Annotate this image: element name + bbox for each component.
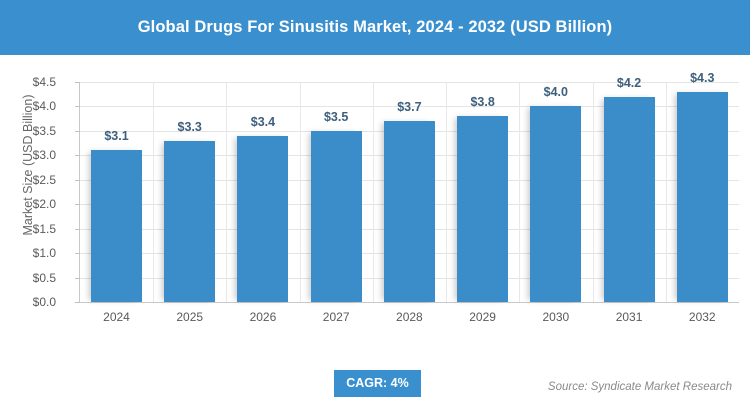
y-tick-label: $3.5 (32, 123, 56, 138)
bar-group: $3.1 2024 (80, 82, 153, 324)
y-tick-label: $3.0 (32, 148, 56, 163)
y-tick-label: $0.5 (32, 270, 56, 285)
bar-value-label: $3.4 (250, 114, 276, 129)
y-tick-mark (75, 253, 80, 255)
x-gridline (373, 82, 374, 302)
x-tick-label: 2028 (396, 310, 423, 324)
x-gridline (300, 82, 301, 302)
x-tick-label: 2026 (249, 310, 277, 324)
x-tick-label: 2024 (103, 310, 130, 324)
x-gridline (226, 82, 227, 302)
bar[interactable] (237, 135, 289, 302)
bar-value-label: $4.3 (690, 70, 715, 85)
bar-value-label: $4.2 (616, 75, 642, 90)
y-tick-label: $1.0 (32, 246, 56, 261)
x-tick-label: 2027 (322, 310, 350, 324)
bar[interactable] (676, 91, 728, 302)
y-tick-mark (75, 277, 80, 279)
bar-value-label: $3.3 (177, 119, 202, 134)
y-gridline (80, 82, 739, 83)
x-tick-label: 2032 (688, 310, 716, 324)
bar-group: $3.5 2027 (300, 82, 373, 324)
y-tick-label: $2.5 (32, 172, 56, 187)
y-tick-mark (75, 179, 80, 181)
cagr-badge: CAGR: 4% (334, 370, 421, 397)
bar-group: $4.2 2031 (593, 76, 666, 324)
x-gridline (593, 82, 594, 302)
bar-group: $3.4 2026 (226, 82, 299, 324)
y-tick-mark (75, 155, 80, 157)
x-tick-label: 2029 (469, 310, 496, 324)
x-tick-label: 2025 (176, 310, 204, 324)
y-tick-mark (75, 106, 80, 108)
plot-area: $0.0 $0.5 $1.0 $1.5 $2.0 $2.5 $3.0 $3.5 $4.0 $4.5… (33, 71, 739, 324)
source-label: Source: Syndicate Market Research (547, 381, 732, 393)
bar-group: $3.8 2029 (446, 82, 519, 324)
x-gridline (666, 82, 667, 302)
bar-value-label: $3.5 (323, 109, 349, 124)
plot-wrapper: Market Size (USD Billion) $0.0 $0.5 $1.0 $1… (0, 55, 750, 417)
bar-group: $4.3 2032 (666, 71, 739, 324)
y-tick-mark (75, 228, 80, 230)
y-tick-mark (75, 82, 80, 83)
y-tick-label: $4.5 (32, 75, 56, 89)
x-gridline (153, 82, 154, 302)
bar[interactable] (164, 140, 216, 302)
bar-value-label: $3.7 (397, 100, 422, 115)
bar-group: $3.7 2028 (373, 82, 446, 324)
bar[interactable] (383, 121, 435, 302)
y-tick-mark (75, 204, 80, 206)
bar[interactable] (310, 130, 362, 302)
bar[interactable] (457, 116, 509, 302)
bar-value-label: $3.8 (470, 95, 495, 110)
y-tick-label: $0.0 (32, 295, 56, 309)
y-gridline (80, 302, 739, 303)
y-gridline (80, 106, 739, 108)
y-tick-mark (75, 130, 80, 132)
bar[interactable] (91, 150, 142, 302)
bar-value-label: $4.0 (543, 85, 568, 100)
bar-value-label: $3.1 (104, 129, 129, 144)
bar-group: $3.3 2025 (153, 82, 226, 324)
bar-group: $4.0 2030 (519, 82, 592, 324)
x-gridline (519, 82, 520, 302)
x-tick-label: 2031 (615, 310, 643, 324)
y-tick-label: $2.0 (32, 197, 56, 212)
bar[interactable] (603, 96, 655, 302)
y-tick-label: $1.5 (32, 221, 56, 236)
x-tick-label: 2030 (542, 310, 570, 324)
x-gridline (446, 82, 447, 302)
bar[interactable] (530, 106, 582, 302)
y-tick-label: $4.0 (32, 99, 56, 114)
chart-header-bar: Global Drugs For Sinusitis Market, 2024 … (0, 0, 750, 55)
y-tick-mark (75, 302, 80, 303)
page-title: Global Drugs For Sinusitis Market, 2024 … (137, 18, 613, 36)
